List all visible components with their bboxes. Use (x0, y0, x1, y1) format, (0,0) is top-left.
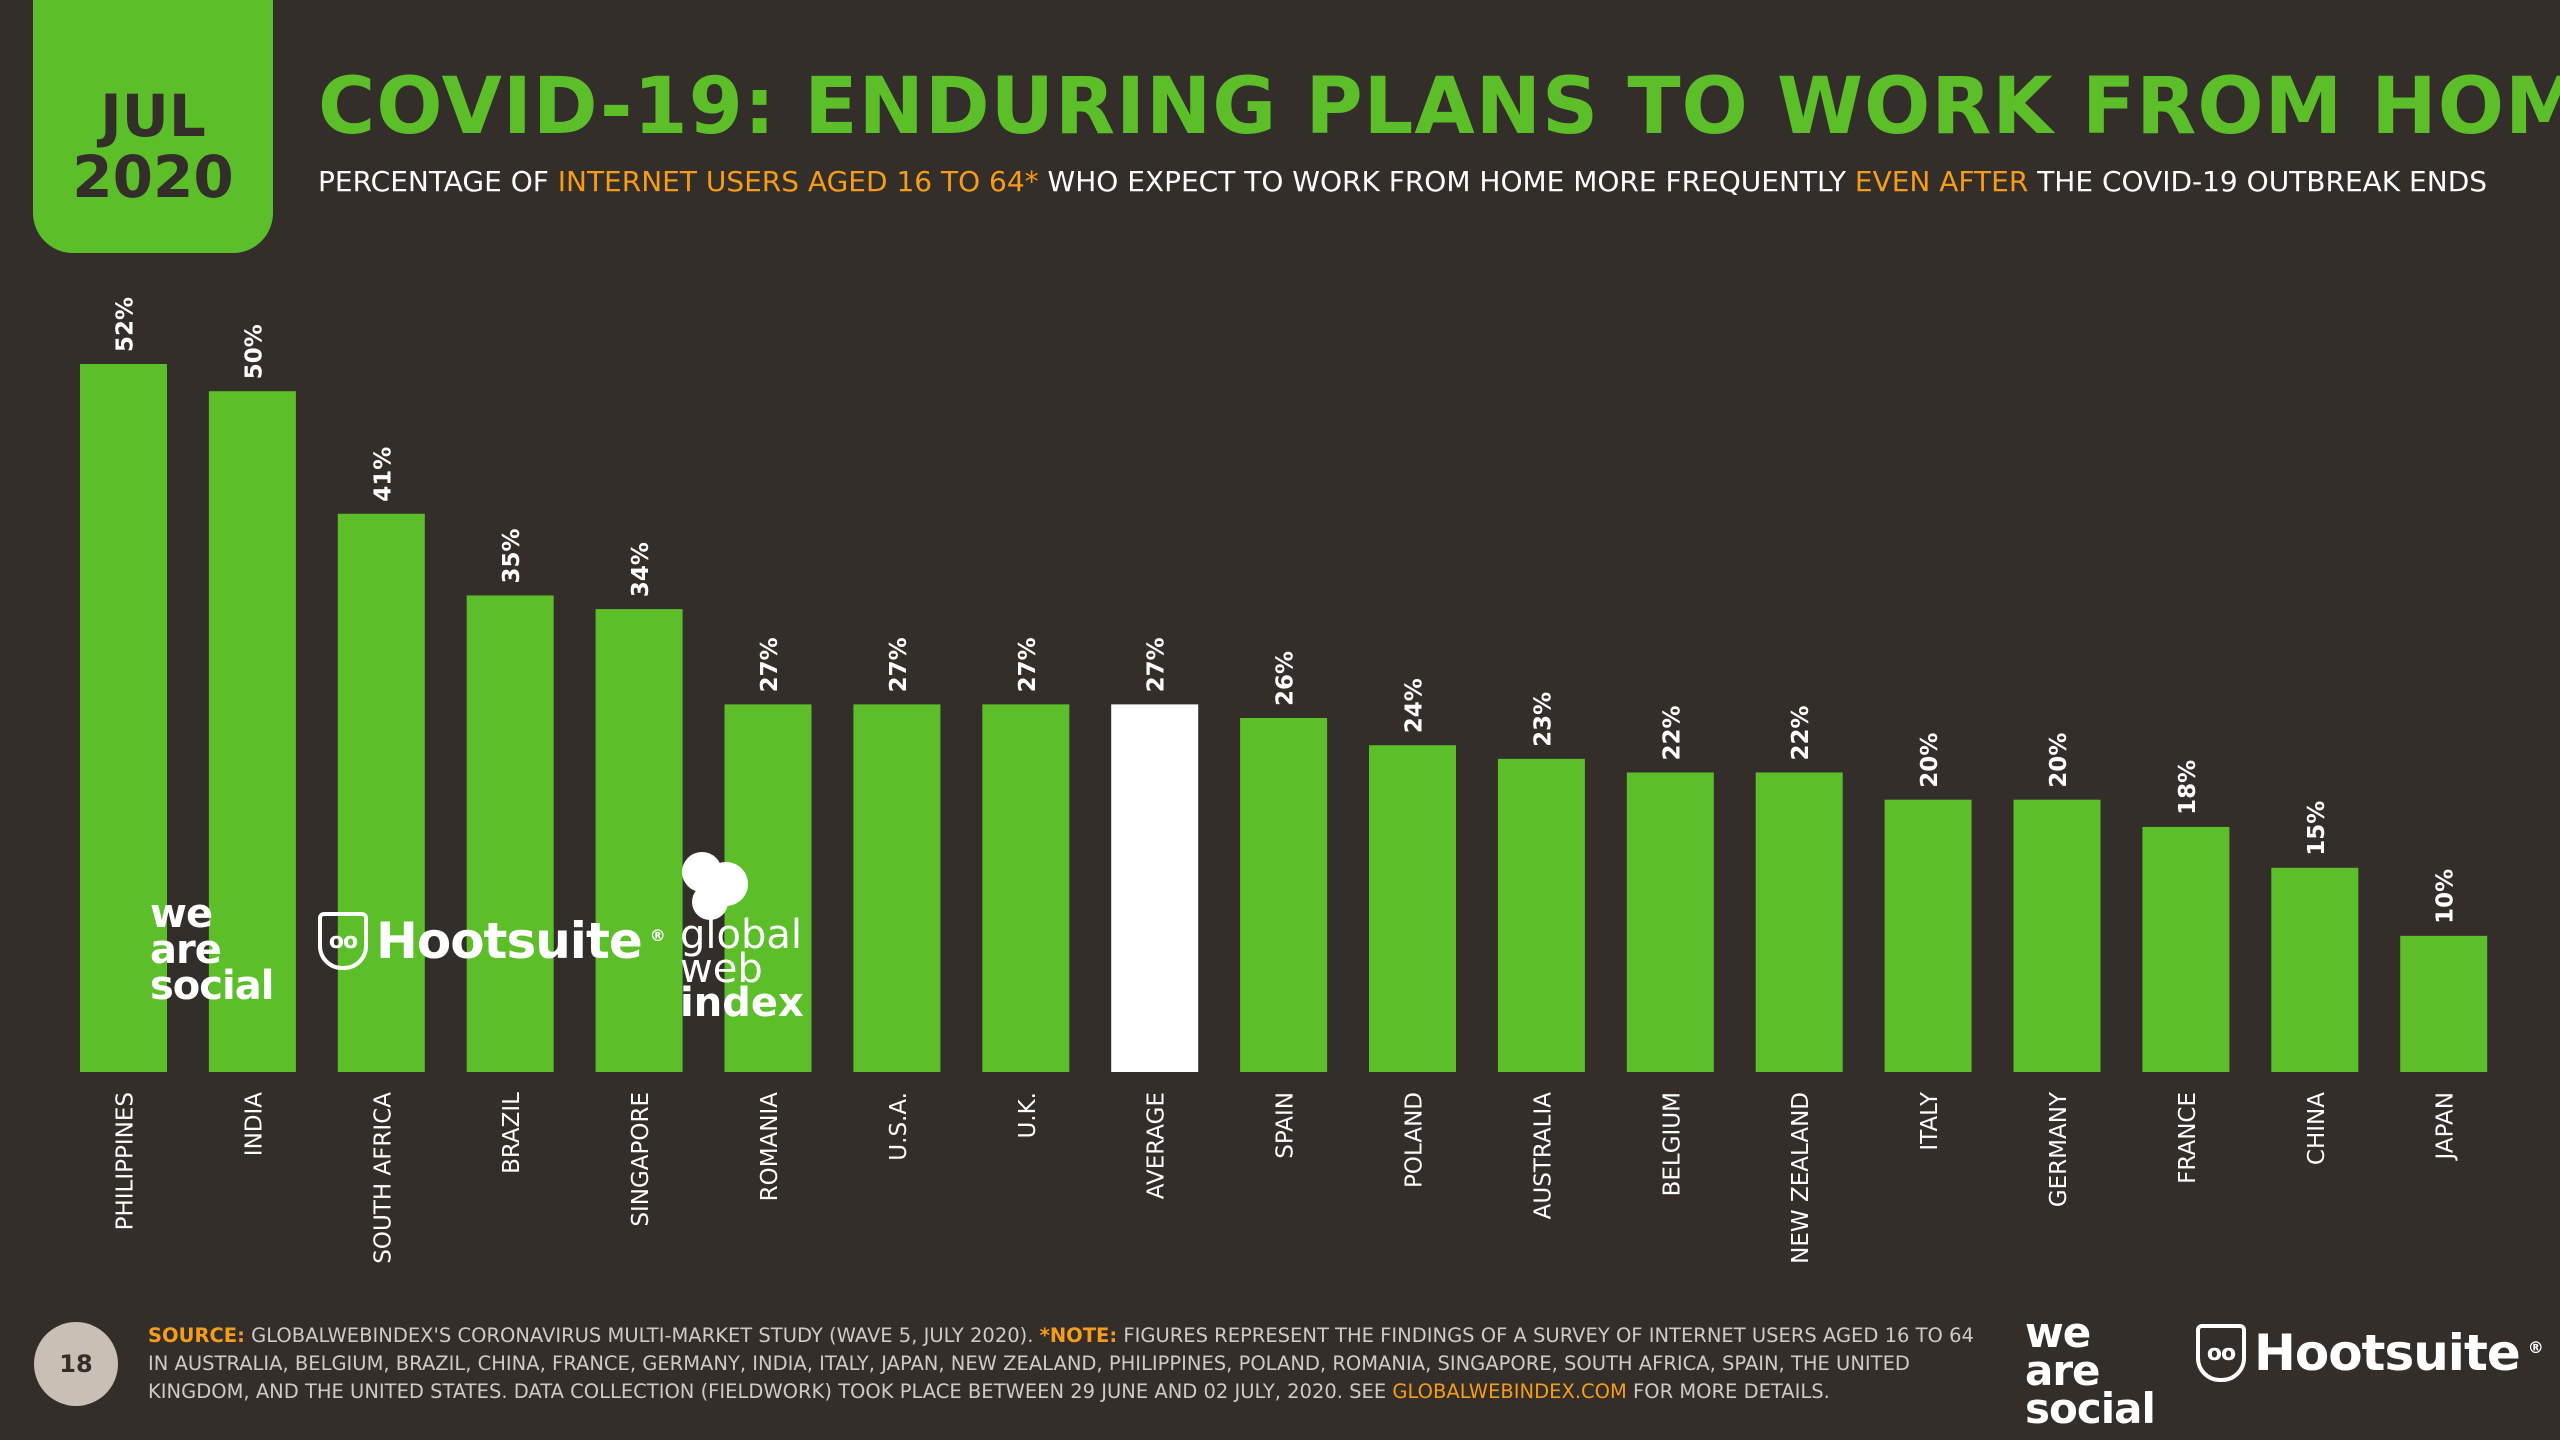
bar-italy (1884, 799, 1972, 1072)
owl-icon: oo (318, 912, 368, 970)
category-label-australia: AUSTRALIA (1530, 1092, 1556, 1220)
note-label: *NOTE: (1039, 1324, 1118, 1347)
bar-china (2271, 867, 2359, 1072)
value-label-u-s-a: 27% (886, 637, 912, 692)
footer-hootsuite-wordmark: Hootsuite (2254, 1324, 2521, 1382)
bar-south-africa (337, 513, 425, 1072)
subtitle-highlight-2: EVEN AFTER (1854, 165, 2029, 198)
bar-poland (1369, 745, 1456, 1072)
category-label-india: INDIA (241, 1092, 267, 1156)
source-note: SOURCE: GLOBALWEBINDEX'S CORONAVIRUS MUL… (148, 1322, 1988, 1406)
bar-japan (2400, 935, 2488, 1072)
subtitle-part-2: WHO EXPECT TO WORK FROM HOME MORE FREQUE… (1038, 165, 1855, 198)
was-are: are (150, 927, 222, 973)
category-label-poland: POLAND (1402, 1092, 1428, 1188)
category-label-philippines: PHILIPPINES (113, 1092, 139, 1230)
bar-average (1111, 704, 1199, 1072)
value-label-china: 15% (2304, 801, 2330, 856)
footer-hootsuite-registered: ® (2527, 1338, 2544, 1357)
value-label-romania: 27% (757, 637, 783, 692)
value-label-japan: 10% (2433, 869, 2459, 924)
footer-hootsuite-logo: oo Hootsuite ® (2196, 1324, 2544, 1382)
bar-belgium (1626, 772, 1714, 1072)
value-label-belgium: 22% (1659, 705, 1685, 760)
footer-owl-icon: oo (2196, 1324, 2246, 1382)
bar-germany (2013, 799, 2101, 1072)
subtitle-part-3: THE COVID-19 OUTBREAK ENDS (2028, 165, 2488, 198)
value-label-france: 18% (2175, 760, 2201, 815)
was-we: we (150, 891, 213, 937)
value-label-singapore: 34% (628, 542, 654, 597)
value-label-poland: 24% (1402, 678, 1428, 733)
source-label: SOURCE: (148, 1324, 245, 1347)
bar-philippines (80, 364, 167, 1072)
bar-u-k (982, 704, 1070, 1072)
page-title: COVID-19: ENDURING PLANS TO WORK FROM HO… (318, 62, 2560, 152)
bar-new-zealand (1755, 772, 1843, 1072)
hootsuite-wordmark: Hootsuite (376, 912, 643, 970)
value-label-australia: 23% (1530, 692, 1556, 747)
value-label-south-africa: 41% (370, 447, 396, 502)
category-label-u-k: U.K. (1015, 1092, 1041, 1139)
bar-chart: 52% PHILIPPINES 50% INDIA 41% SOUTH AFRICA 35%… (80, 297, 2488, 1264)
value-label-brazil: 35% (499, 528, 525, 583)
category-label-italy: ITALY (1917, 1091, 1943, 1151)
bar-u-s-a (853, 704, 941, 1072)
date-year: 2020 (72, 142, 234, 211)
gwi-web: web (680, 946, 763, 992)
category-label-brazil: BRAZIL (499, 1092, 525, 1174)
value-label-india: 50% (241, 324, 267, 379)
page-number: 18 (34, 1322, 118, 1406)
subtitle-part-1: PERCENTAGE OF (318, 165, 558, 198)
note-text: FIGURES REPRESENT THE FINDINGS OF A SURV… (148, 1324, 1974, 1403)
footer-was-we: we (2025, 1308, 2091, 1357)
category-label-china: CHINA (2304, 1092, 2330, 1165)
category-label-singapore: SINGAPORE (628, 1092, 654, 1227)
category-label-germany: GERMANY (2046, 1091, 2072, 1207)
globalwebindex-logo: global web index (680, 850, 804, 1026)
value-label-philippines: 52% (113, 297, 139, 352)
gwi-bubbles-icon (682, 852, 748, 920)
subtitle-highlight-1: INTERNET USERS AGED 16 TO 64* (557, 165, 1039, 198)
category-label-average: AVERAGE (1144, 1092, 1170, 1199)
bar-france (2142, 826, 2230, 1072)
was-social: social (150, 963, 274, 1009)
gwi-global: global (680, 912, 802, 958)
bar-brazil (466, 595, 554, 1072)
date-badge: JUL 2020 (33, 0, 273, 253)
category-label-romania: ROMANIA (757, 1092, 783, 1202)
category-label-south-africa: SOUTH AFRICA (370, 1092, 396, 1264)
category-label-u-s-a: U.S.A. (886, 1092, 912, 1161)
category-label-new-zealand: NEW ZEALAND (1788, 1092, 1814, 1264)
category-label-japan: JAPAN (2433, 1092, 2459, 1161)
tail-text: FOR MORE DETAILS. (1626, 1380, 1830, 1403)
value-label-italy: 20% (1917, 733, 1943, 788)
value-label-average: 27% (1144, 637, 1170, 692)
date-month: JUL (100, 81, 206, 150)
bar-singapore (595, 609, 683, 1072)
value-label-germany: 20% (2046, 733, 2072, 788)
value-label-new-zealand: 22% (1788, 705, 1814, 760)
gwi-index: index (680, 980, 804, 1026)
page-subtitle: PERCENTAGE OF INTERNET USERS AGED 16 TO … (318, 165, 2487, 198)
bar-india (208, 391, 296, 1072)
hootsuite-logo: oo Hootsuite ® (318, 912, 666, 970)
we-are-social-logo: we are social (150, 891, 274, 1009)
category-label-belgium: BELGIUM (1659, 1092, 1685, 1196)
bar-australia (1497, 758, 1585, 1072)
hootsuite-registered: ® (649, 926, 666, 945)
source-text: GLOBALWEBINDEX'S CORONAVIRUS MULTI-MARKE… (244, 1324, 1040, 1347)
category-label-spain: SPAIN (1273, 1092, 1299, 1159)
footer-we-are-social-logo: we are social (2025, 1308, 2156, 1433)
bar-spain (1240, 718, 1328, 1072)
value-label-u-k: 27% (1015, 637, 1041, 692)
gwi-link[interactable]: GLOBALWEBINDEX.COM (1392, 1380, 1627, 1403)
footer-was-social: social (2025, 1383, 2156, 1433)
category-label-france: FRANCE (2175, 1092, 2201, 1184)
footer-was-are: are (2025, 1345, 2101, 1395)
value-label-spain: 26% (1273, 651, 1299, 706)
